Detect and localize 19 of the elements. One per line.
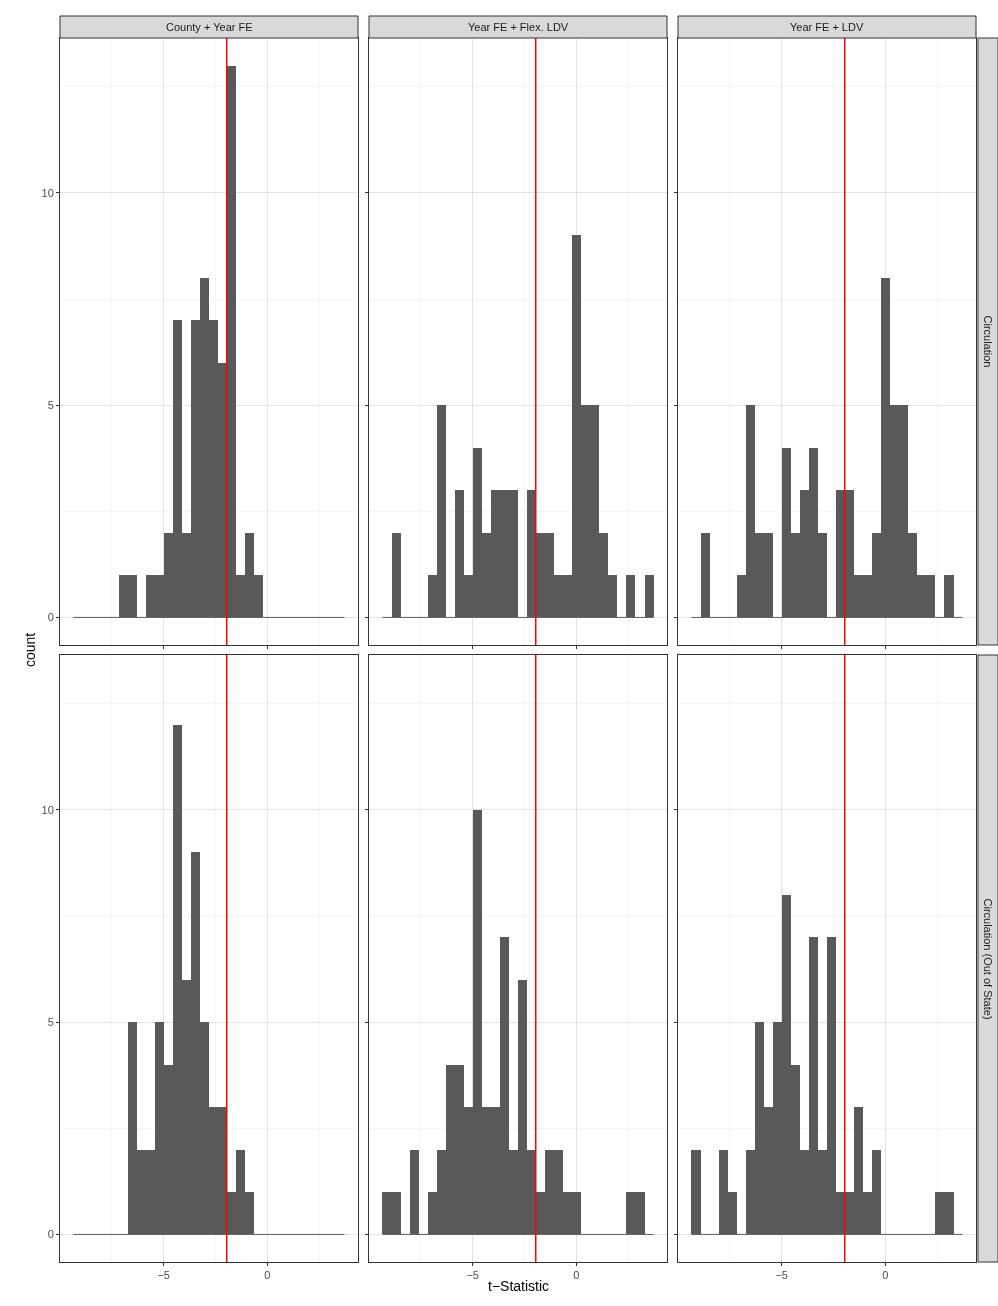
x-axis-title: t−Statistic bbox=[488, 1278, 550, 1294]
y-tick-label: 5 bbox=[47, 399, 54, 412]
x-tick-label: 0 bbox=[264, 1269, 271, 1282]
x-tick-label: −5 bbox=[157, 1269, 170, 1282]
x-tick-label: 0 bbox=[573, 1269, 580, 1282]
chart-title: County + Year FE bbox=[166, 21, 253, 33]
y-tick-label: 10 bbox=[41, 803, 54, 816]
y-tick-label: 0 bbox=[47, 1228, 54, 1241]
y-axis-title: count bbox=[22, 632, 38, 667]
y-tick-label: 5 bbox=[47, 1016, 54, 1029]
chart-title: Year FE + LDV bbox=[790, 21, 864, 33]
y-tick-label: 10 bbox=[41, 186, 54, 199]
text: Circulation bbox=[981, 315, 994, 368]
x-tick-label: 0 bbox=[882, 1269, 889, 1282]
text: Circulation (Out of State) bbox=[981, 898, 994, 1020]
x-tick-label: −5 bbox=[775, 1269, 788, 1282]
y-tick-label: 0 bbox=[47, 611, 54, 624]
chart-title: Year FE + Flex. LDV bbox=[468, 21, 569, 33]
x-tick-label: −5 bbox=[466, 1269, 479, 1282]
